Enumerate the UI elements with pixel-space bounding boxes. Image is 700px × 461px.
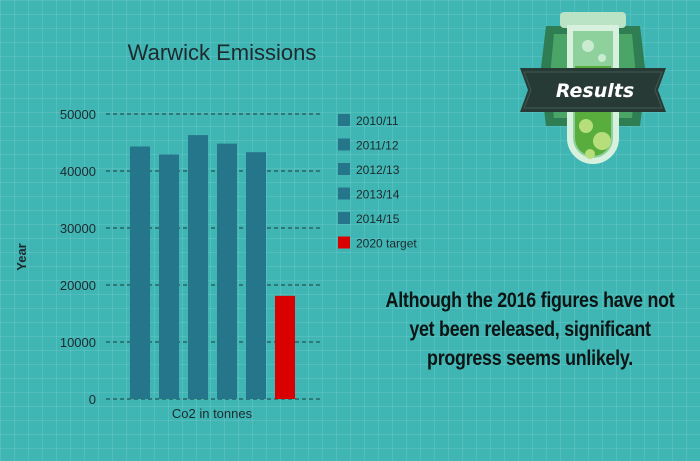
- bar-2013-14: [217, 143, 237, 399]
- chart-title: Warwick Emissions: [128, 40, 317, 65]
- results-label: Results: [556, 80, 634, 102]
- legend-swatch: [338, 236, 350, 249]
- legend: 2010/11 2011/12 2012/13 2013/14 2014/15 2020 …: [338, 114, 417, 251]
- legend-swatch: [338, 163, 350, 175]
- legend-label: 2014/15: [356, 212, 400, 226]
- bar-2012-13: [188, 135, 208, 399]
- y-tick-label: 10000: [60, 335, 96, 350]
- x-axis-label: Co2 in tonnes: [172, 406, 253, 421]
- results-note: Although the 2016 figures have not yet b…: [385, 289, 675, 370]
- legend-label: 2013/14: [356, 188, 400, 202]
- test-tube-icon: [520, 12, 666, 164]
- results-badge: Results: [520, 12, 666, 164]
- y-tick-label: 30000: [60, 221, 96, 236]
- y-tick-labels: 0 10000 20000 30000 40000 50000: [60, 107, 96, 407]
- bar-2010-11: [130, 146, 150, 399]
- legend-label: 2010/11: [356, 114, 399, 128]
- y-tick-label: 20000: [60, 278, 96, 293]
- bar-2011-12: [159, 154, 179, 399]
- y-tick-label: 40000: [60, 164, 96, 179]
- legend-label: 2020 target: [356, 237, 417, 251]
- bars: [130, 135, 295, 399]
- legend-label: 2012/13: [356, 163, 400, 177]
- legend-label: 2011/12: [356, 139, 399, 153]
- y-tick-label: 0: [89, 392, 96, 407]
- legend-swatch: [338, 187, 350, 200]
- legend-swatch: [338, 114, 350, 126]
- legend-swatch: [338, 212, 350, 224]
- bar-2020-target: [275, 295, 295, 399]
- y-axis-label: Year: [14, 243, 29, 270]
- bar-2014-15: [246, 152, 266, 399]
- y-tick-label: 50000: [60, 107, 96, 122]
- legend-swatch: [338, 138, 350, 151]
